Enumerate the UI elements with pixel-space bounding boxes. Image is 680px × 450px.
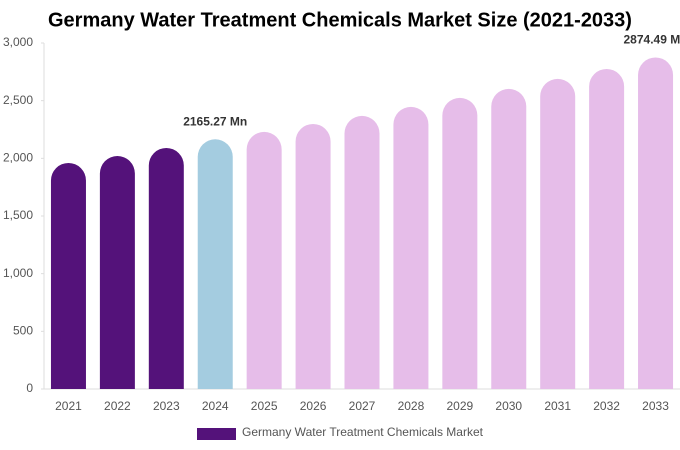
bar — [197, 139, 233, 389]
x-tick-label: 2029 — [446, 399, 473, 413]
x-tick-label: 2030 — [495, 399, 522, 413]
x-tick-label: 2024 — [202, 399, 229, 413]
x-tick-label: 2023 — [153, 399, 180, 413]
y-tick-label: 2,000 — [3, 151, 33, 165]
y-tick-label: 3,000 — [3, 35, 33, 49]
y-tick-label: 1,000 — [3, 266, 33, 280]
bar — [393, 106, 429, 390]
bar — [148, 147, 184, 389]
bar — [491, 88, 527, 390]
bar — [589, 68, 625, 389]
bar — [344, 115, 380, 389]
bar — [295, 123, 331, 390]
x-tick-label: 2033 — [642, 399, 669, 413]
bar — [442, 97, 478, 389]
x-tick-label: 2022 — [104, 399, 131, 413]
x-tick-label: 2028 — [398, 399, 425, 413]
x-tick-label: 2032 — [593, 399, 620, 413]
x-tick-label: 2027 — [349, 399, 376, 413]
data-label: 2165.27 Mn — [183, 114, 247, 128]
y-tick-label: 500 — [13, 324, 33, 338]
bar — [99, 156, 135, 389]
bar — [246, 131, 282, 389]
data-label: 2874.49 Mn — [624, 33, 680, 47]
x-tick-label: 2025 — [251, 399, 278, 413]
bar — [638, 57, 674, 389]
legend-swatch — [197, 428, 236, 440]
bar — [540, 78, 576, 390]
legend-label: Germany Water Treatment Chemicals Market — [242, 425, 484, 439]
bar — [50, 162, 86, 389]
x-tick-label: 2031 — [544, 399, 571, 413]
x-tick-label: 2021 — [55, 399, 82, 413]
y-tick-label: 2,500 — [3, 93, 33, 107]
y-tick-label: 0 — [26, 381, 33, 395]
x-tick-label: 2026 — [300, 399, 327, 413]
chart-title: Germany Water Treatment Chemicals Market… — [48, 9, 632, 31]
y-tick-label: 1,500 — [3, 208, 33, 222]
